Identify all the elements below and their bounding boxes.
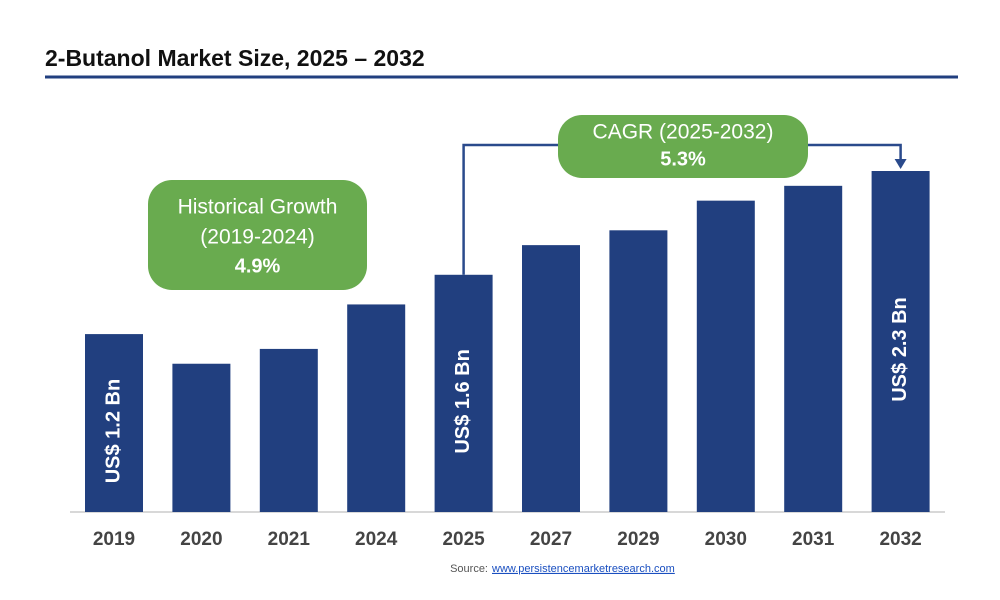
bar xyxy=(871,171,930,512)
x-tick-label: 2029 xyxy=(617,529,659,550)
annotation-text: 4.9% xyxy=(235,255,281,277)
annotation-text: 5.3% xyxy=(660,148,706,170)
annotation-text: (2019-2024) xyxy=(200,226,314,249)
annotation-text: CAGR (2025-2032) xyxy=(593,121,774,144)
bar xyxy=(696,200,755,513)
source-prefix: Source: xyxy=(450,563,488,575)
annotation-box xyxy=(558,115,808,178)
source-link[interactable]: www.persistencemarketresearch.com xyxy=(491,563,675,575)
x-tick-label: 2031 xyxy=(792,529,835,550)
x-tick-label: 2021 xyxy=(268,529,311,550)
bar xyxy=(522,245,580,512)
bar xyxy=(609,230,668,512)
value-label: US$ 1.2 Bn xyxy=(102,379,124,483)
x-tick-label: 2030 xyxy=(705,529,747,550)
x-tick-label: 2032 xyxy=(879,529,921,550)
value-label: US$ 1.6 Bn xyxy=(452,349,474,453)
x-tick-label: 2024 xyxy=(355,529,398,550)
bar xyxy=(434,274,493,512)
x-tick-label: 2019 xyxy=(93,529,135,550)
x-tick-label: 2020 xyxy=(180,529,222,550)
bar xyxy=(347,304,406,512)
annotation-text: Historical Growth xyxy=(178,196,338,219)
bar xyxy=(85,334,143,512)
chart-title: 2-Butanol Market Size, 2025 – 2032 xyxy=(45,45,425,71)
arrow-head xyxy=(894,159,907,169)
value-label: US$ 2.3 Bn xyxy=(889,297,911,401)
annotation-box xyxy=(148,180,367,290)
bar xyxy=(259,348,318,512)
bar xyxy=(172,363,231,512)
x-tick-label: 2027 xyxy=(530,529,572,550)
bar xyxy=(784,185,843,512)
x-tick-label: 2025 xyxy=(442,529,485,550)
